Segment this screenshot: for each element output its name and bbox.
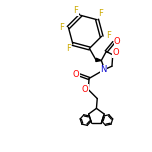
Text: F: F (106, 31, 111, 40)
Text: F: F (59, 23, 64, 32)
Text: O: O (112, 48, 119, 57)
Polygon shape (96, 58, 101, 62)
Text: O: O (82, 85, 88, 94)
Text: F: F (74, 6, 78, 15)
Text: F: F (98, 9, 103, 18)
Text: O: O (73, 70, 79, 79)
Text: O: O (114, 37, 121, 46)
Text: F: F (66, 44, 71, 53)
Text: N: N (101, 65, 107, 74)
